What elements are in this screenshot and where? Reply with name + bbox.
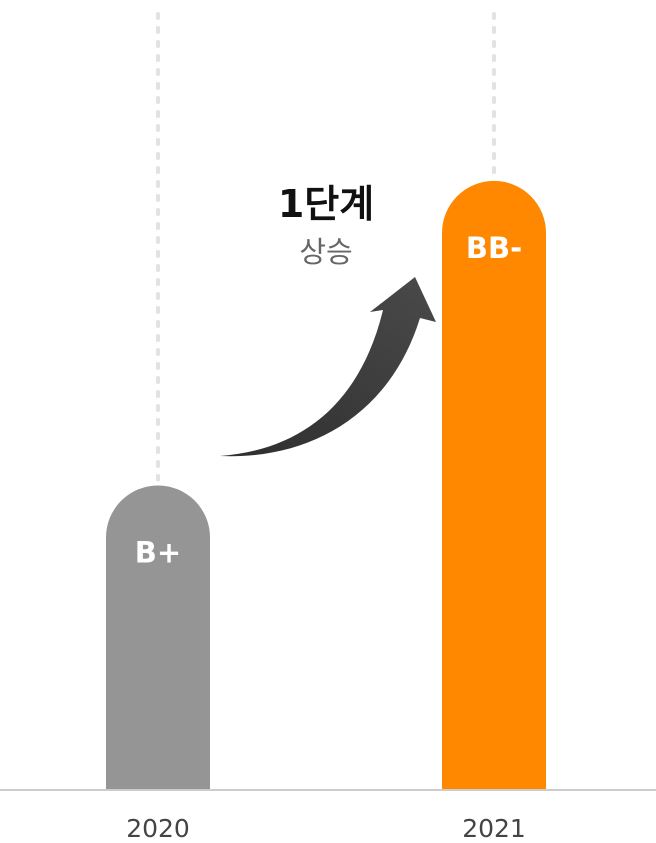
x-tick-label-2021: 2021 bbox=[462, 814, 526, 843]
upgrade-arrow-icon bbox=[220, 277, 436, 457]
annotation-main-text: 1단계 bbox=[278, 182, 374, 226]
bar-value-label-2020: B+ bbox=[135, 535, 181, 569]
bar-2020 bbox=[106, 485, 210, 790]
bar-value-label-2021: BB- bbox=[466, 231, 522, 265]
bar-2021 bbox=[442, 180, 546, 791]
x-tick-label-2020: 2020 bbox=[126, 814, 190, 843]
annotation-sub-text: 상승 bbox=[299, 235, 352, 269]
